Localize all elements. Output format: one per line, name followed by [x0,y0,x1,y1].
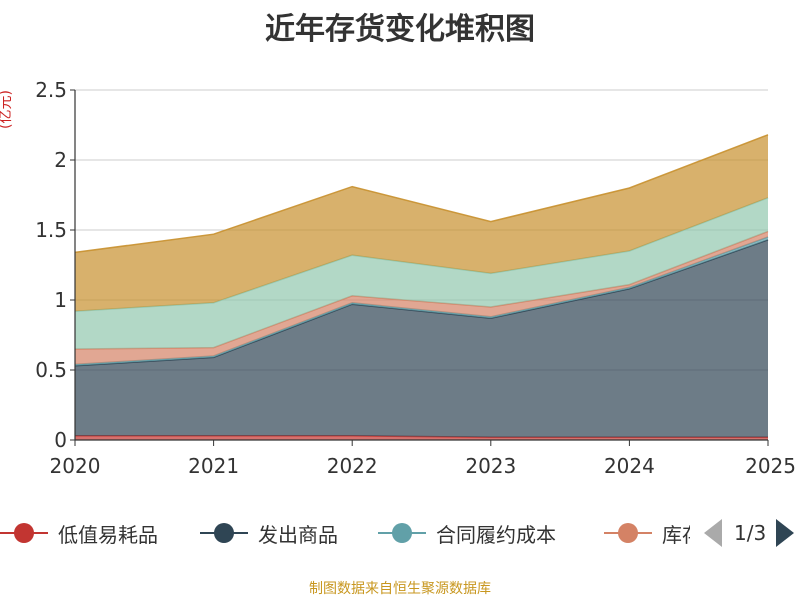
y-tick-label: 2 [54,148,67,172]
legend-item-low-value-consumables[interactable]: 低值易耗品 [0,516,158,550]
x-tick-label: 2024 [604,454,655,478]
x-tick-label: 2025 [745,454,796,478]
x-tick-label: 2020 [50,454,101,478]
legend: 低值易耗品 发出商品 合同履约成本 库存商品 [0,516,690,550]
area-series-4 [75,197,768,349]
legend-item-inventory-goods[interactable]: 库存商品 [604,516,690,550]
legend-label: 发出商品 [258,522,338,547]
legend-label: 低值易耗品 [58,522,158,547]
y-tick-label: 1 [54,288,67,312]
area-series-1 [75,239,768,438]
x-tick-label: 2022 [327,454,378,478]
y-axis-unit-label: (亿元) [0,90,14,129]
area-series-3 [75,231,768,365]
legend-item-goods-shipped[interactable]: 发出商品 [200,516,338,550]
legend-next-page-icon[interactable] [776,519,795,547]
legend-label: 合同履约成本 [436,522,556,547]
area-series-0 [75,435,768,440]
legend-item-contract-cost[interactable]: 合同履约成本 [378,516,556,550]
area-series-5 [75,134,768,312]
legend-page-indicator: 1/3 [734,521,767,545]
legend-pager: 1/3 [700,516,800,550]
chart-title: 近年存货变化堆积图 [265,12,535,47]
x-tick-label: 2023 [465,454,516,478]
y-tick-label: 0.5 [35,358,67,382]
y-tick-label: 0 [54,428,67,452]
legend-prev-page-icon[interactable] [704,519,722,547]
legend-label: 库存商品 [662,522,690,547]
area-series-group [74,134,769,440]
y-tick-label: 1.5 [35,218,67,242]
y-tick-label: 2.5 [35,78,67,102]
data-source-note: 制图数据来自恒生聚源数据库 [309,581,491,597]
legend-swatch-icon [378,523,426,543]
area-series-edge-5 [74,134,769,254]
tick-labels: 0 0.5 1 1.5 2 2.5 2020 2021 2022 2023 2024 2025 [35,78,796,478]
axes [70,89,769,446]
legend-swatch-icon [604,523,652,543]
legend-swatch-icon [200,523,248,543]
legend-swatch-icon [0,523,48,543]
x-tick-label: 2021 [188,454,239,478]
